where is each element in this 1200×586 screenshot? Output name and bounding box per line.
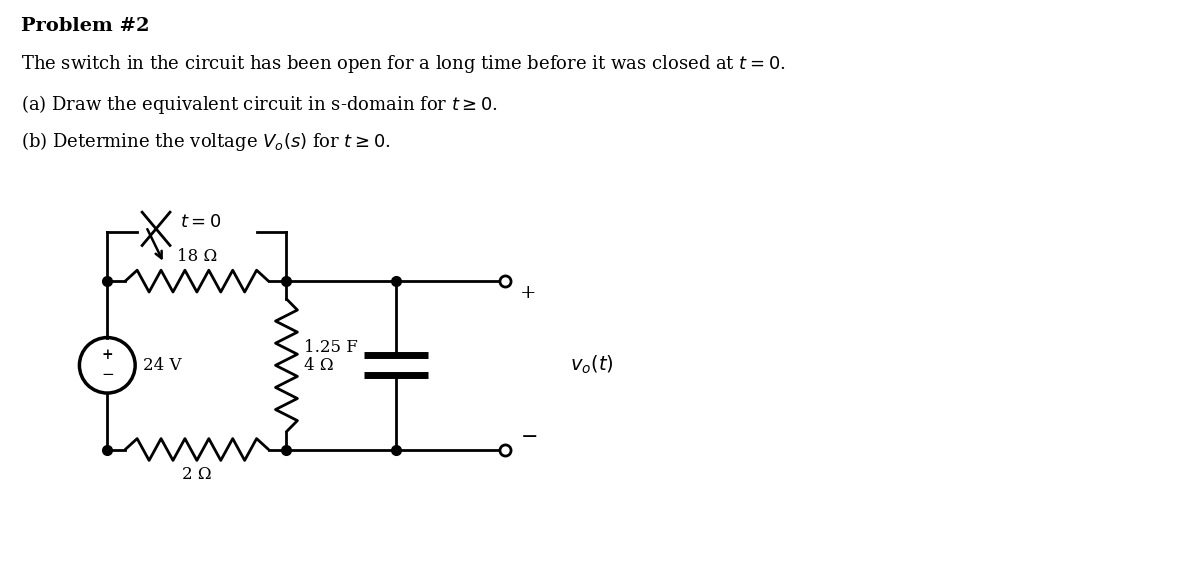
Text: 1.25 F: 1.25 F	[305, 339, 358, 356]
Text: 18 Ω: 18 Ω	[176, 248, 217, 265]
Text: −: −	[101, 368, 114, 382]
Text: $v_o(t)$: $v_o(t)$	[570, 354, 614, 376]
Text: +: +	[102, 349, 113, 362]
Text: 2 Ω: 2 Ω	[182, 466, 211, 483]
Text: 24 V: 24 V	[143, 357, 181, 374]
Text: −: −	[521, 428, 538, 447]
Text: The switch in the circuit has been open for a long time before it was closed at : The switch in the circuit has been open …	[20, 53, 785, 75]
Text: (b) Determine the voltage $V_o(s)$ for $t \geq 0$.: (b) Determine the voltage $V_o(s)$ for $…	[20, 130, 390, 152]
Text: +: +	[521, 284, 536, 302]
Text: $t = 0$: $t = 0$	[180, 213, 221, 231]
Text: Problem #2: Problem #2	[20, 16, 149, 35]
Text: (a) Draw the equivalent circuit in s-domain for $t \geq 0$.: (a) Draw the equivalent circuit in s-dom…	[20, 93, 498, 116]
Text: 4 Ω: 4 Ω	[305, 357, 334, 374]
